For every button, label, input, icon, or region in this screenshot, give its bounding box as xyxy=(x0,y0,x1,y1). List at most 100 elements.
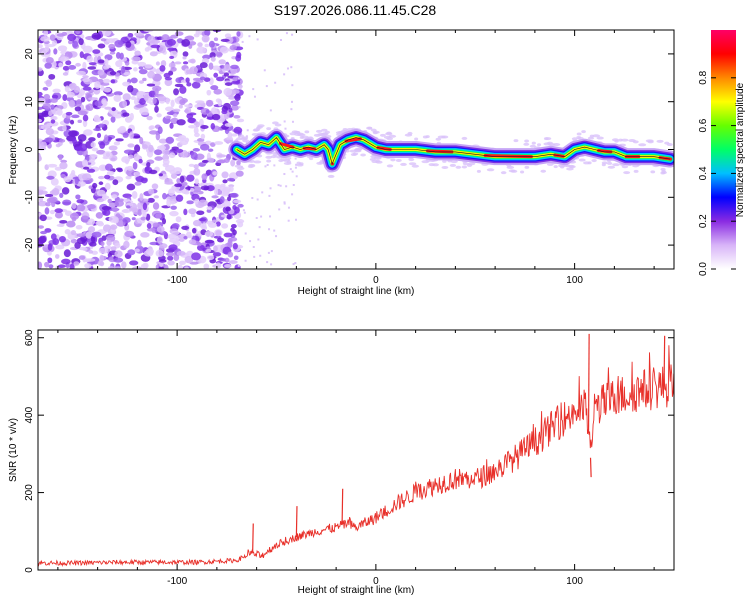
noise-blob xyxy=(127,143,135,148)
noise-blob xyxy=(115,138,124,142)
noise-blob xyxy=(95,211,104,219)
noise-blob xyxy=(45,128,55,136)
noise-blob xyxy=(56,108,63,116)
snr-spike xyxy=(589,457,592,478)
noise-blob xyxy=(97,59,105,64)
noise-speck xyxy=(270,250,273,253)
noise-blob xyxy=(230,227,235,232)
spectrogram-ylabel: Frequency (Hz) xyxy=(8,116,19,185)
colorbar-label: Normalized spectral amplitude xyxy=(735,82,746,217)
noise-blob xyxy=(131,190,138,199)
noise-blob xyxy=(65,111,73,116)
noise-blob xyxy=(203,186,209,191)
noise-blob xyxy=(186,174,195,182)
ridge-haze xyxy=(266,127,272,131)
noise-speck xyxy=(263,69,266,72)
noise-blob xyxy=(43,30,49,37)
noise-blob xyxy=(99,141,106,149)
spectrogram-xtick-label: 100 xyxy=(566,275,583,286)
noise-blob xyxy=(61,31,68,36)
noise-blob xyxy=(94,81,101,89)
noise-blob xyxy=(102,65,110,70)
noise-blob xyxy=(137,208,143,216)
spectrogram-xtick-label: 0 xyxy=(373,275,379,286)
noise-blob xyxy=(173,254,180,262)
noise-blob xyxy=(50,104,55,110)
noise-blob xyxy=(183,208,188,216)
noise-blob xyxy=(167,260,175,266)
noise-blob xyxy=(194,132,200,138)
noise-blob xyxy=(230,133,238,137)
ridge-haze xyxy=(621,165,629,169)
noise-blob xyxy=(155,132,161,141)
noise-blob xyxy=(87,226,96,233)
ridge-haze xyxy=(576,132,582,136)
noise-speck xyxy=(291,193,294,196)
noise-blob xyxy=(179,175,185,183)
noise-blob xyxy=(232,204,237,210)
noise-blob xyxy=(137,61,147,67)
ridge-haze xyxy=(523,142,530,146)
noise-blob xyxy=(68,83,75,89)
noise-blob xyxy=(148,188,155,195)
noise-blob xyxy=(227,240,233,248)
snr-ytick-label: 400 xyxy=(24,406,35,423)
noise-blob xyxy=(212,252,222,257)
ridge-peak xyxy=(278,142,295,149)
noise-blob xyxy=(236,118,245,123)
noise-speck xyxy=(294,262,297,265)
noise-blob xyxy=(216,204,224,209)
noise-blob xyxy=(213,245,218,252)
noise-blob xyxy=(167,255,174,261)
noise-blob xyxy=(192,148,201,152)
noise-speck xyxy=(248,35,251,38)
noise-blob xyxy=(39,196,44,203)
noise-blob xyxy=(113,257,124,263)
noise-blob xyxy=(100,38,107,42)
noise-blob xyxy=(106,170,115,176)
noise-blob xyxy=(124,230,135,238)
noise-blob xyxy=(229,45,237,51)
noise-speck xyxy=(273,164,276,167)
noise-blob xyxy=(77,134,87,142)
ridge-haze xyxy=(274,123,282,127)
ridge-haze xyxy=(253,128,261,132)
noise-blob xyxy=(197,183,205,187)
ridge-haze xyxy=(356,148,362,152)
ridge-haze xyxy=(552,143,561,147)
noise-blob xyxy=(62,94,68,101)
noise-blob xyxy=(151,183,159,190)
noise-blob xyxy=(206,89,212,96)
ridge-haze xyxy=(435,137,442,141)
ridge-haze xyxy=(524,165,530,169)
noise-blob xyxy=(67,33,77,42)
noise-speck xyxy=(244,232,247,235)
noise-blob xyxy=(75,30,81,35)
ridge-haze xyxy=(545,137,552,141)
noise-blob xyxy=(138,69,148,75)
noise-blob xyxy=(123,72,131,76)
noise-blob xyxy=(57,45,68,52)
noise-blob xyxy=(88,62,97,66)
noise-blob xyxy=(115,60,123,68)
noise-speck xyxy=(273,229,276,232)
noise-speck xyxy=(283,73,286,76)
noise-blob xyxy=(109,71,117,76)
ridge-haze xyxy=(321,128,328,132)
noise-blob xyxy=(134,181,142,186)
noise-blob xyxy=(221,171,229,179)
noise-blob xyxy=(118,198,124,202)
noise-speck xyxy=(284,127,287,130)
ridge-haze xyxy=(242,139,250,143)
noise-blob xyxy=(133,98,139,106)
noise-blob xyxy=(68,130,78,137)
noise-speck xyxy=(291,170,294,173)
noise-blob xyxy=(71,114,80,119)
noise-blob xyxy=(80,215,89,223)
noise-blob xyxy=(231,55,237,60)
noise-blob xyxy=(75,62,81,67)
noise-blob xyxy=(129,112,134,121)
snr-ylabel: SNR (10 * v/v) xyxy=(8,418,19,482)
noise-blob xyxy=(97,260,104,266)
ridge-haze xyxy=(309,157,314,161)
